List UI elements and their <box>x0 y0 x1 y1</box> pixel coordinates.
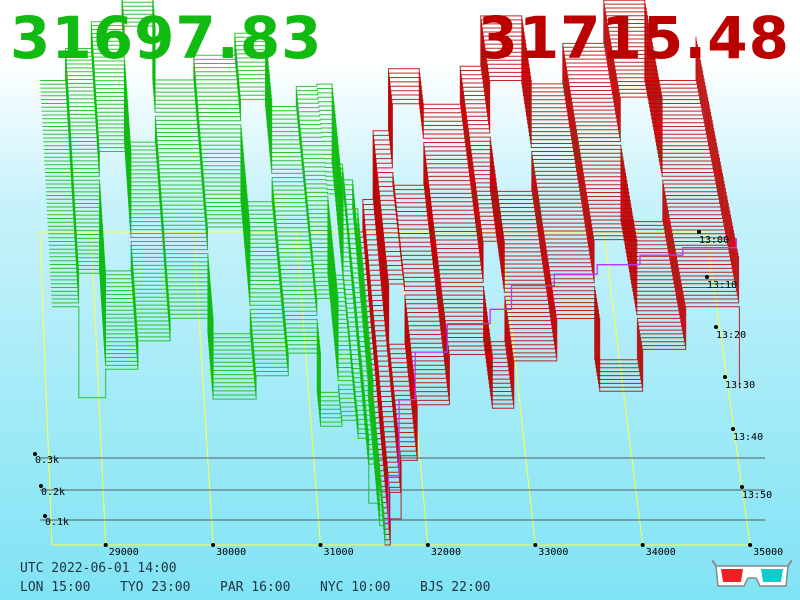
price-tick-mark <box>533 543 538 547</box>
bid-price: 31697.83 <box>10 4 323 72</box>
price-tick-mark <box>640 543 645 547</box>
grid-price-line <box>90 231 107 546</box>
depth-curves <box>40 0 740 546</box>
price-tick-mark <box>318 543 323 547</box>
time-tick-mark <box>705 275 709 279</box>
grid-price-line <box>500 231 536 546</box>
utc-timestamp: UTC 2022-06-01 14:00 <box>20 561 177 576</box>
price-tick-label: 32000 <box>431 547 461 558</box>
time-tick-mark <box>731 427 735 431</box>
time-tick-label: 13:50 <box>742 490 772 501</box>
time-tick-mark <box>740 485 744 489</box>
price-tick-label: 31000 <box>324 547 354 558</box>
depth-tick-mark <box>33 452 37 456</box>
depth-tick-label: 0.3k <box>35 455 59 466</box>
bid-depth-curve <box>40 9 361 254</box>
price-tick-label: 29000 <box>109 547 139 558</box>
city-time-bjs: BJS 22:00 <box>420 580 491 595</box>
price-tick-mark <box>748 543 753 547</box>
grid-price-line <box>603 231 644 546</box>
city-time-nyc: NYC 10:00 <box>320 580 391 595</box>
depth-tick-mark <box>43 514 47 518</box>
city-time-par: PAR 16:00 <box>220 580 291 595</box>
time-tick-label: 13:30 <box>725 380 755 391</box>
ask-depth-curve <box>384 306 740 546</box>
3d-glasses-icon[interactable] <box>712 556 792 592</box>
grid-price-line <box>193 231 214 546</box>
price-tick-mark <box>211 543 216 547</box>
price-tick-label: 33000 <box>538 547 568 558</box>
depth-tick-mark <box>39 484 43 488</box>
ask-depth-curve <box>373 161 721 408</box>
time-tick-mark <box>723 375 727 379</box>
price-tick-label: 35000 <box>753 547 783 558</box>
time-tick-mark <box>714 325 718 329</box>
grid-price-line <box>295 231 321 546</box>
city-time-tyo: TYO 23:00 <box>120 580 191 595</box>
latest-ask-curve <box>383 238 737 524</box>
city-time-lon: LON 15:00 <box>20 580 91 595</box>
price-tick-label: 30000 <box>216 547 246 558</box>
price-tick-mark <box>425 543 430 547</box>
price-tick-label: 34000 <box>646 547 676 558</box>
price-tick-mark <box>103 543 108 547</box>
depth-tick-label: 0.2k <box>41 487 65 498</box>
time-tick-label: 13:10 <box>707 280 737 291</box>
depth-tick-label: 0.1k <box>45 517 69 528</box>
grid-left-edge <box>39 231 53 546</box>
time-tick-label: 13:40 <box>733 432 763 443</box>
time-tick-label: 13:20 <box>716 330 746 341</box>
time-tick-label: 13:00 <box>699 235 729 246</box>
time-tick-mark <box>697 230 701 234</box>
bid-depth-curve <box>52 306 386 545</box>
